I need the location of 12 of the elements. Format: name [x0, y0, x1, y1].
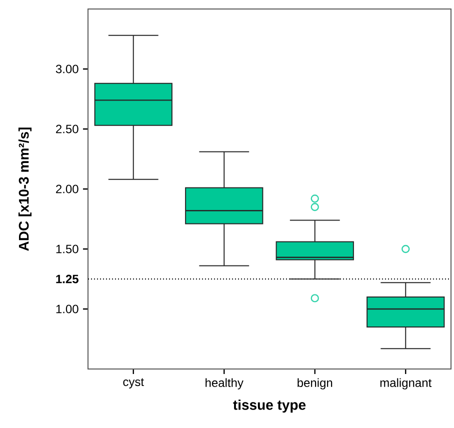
x-axis-title: tissue type	[233, 400, 306, 413]
x-tick-label: benign	[298, 378, 332, 390]
y-axis-title: ADC [x10-3 mm²/s]	[18, 128, 32, 251]
ref-line-label: 1.25	[56, 274, 78, 284]
x-tick-label: cyst	[123, 378, 144, 388]
y-tick-label: 2.00	[56, 184, 78, 194]
x-tick-label: healthy	[206, 378, 244, 390]
x-tick-label: malignant	[380, 378, 432, 390]
y-tick-label: 1.00	[56, 304, 78, 314]
y-tick-label: 2.50	[56, 124, 78, 134]
y-tick-label: 3.00	[56, 64, 78, 74]
y-tick-label: 1.50	[56, 244, 78, 254]
